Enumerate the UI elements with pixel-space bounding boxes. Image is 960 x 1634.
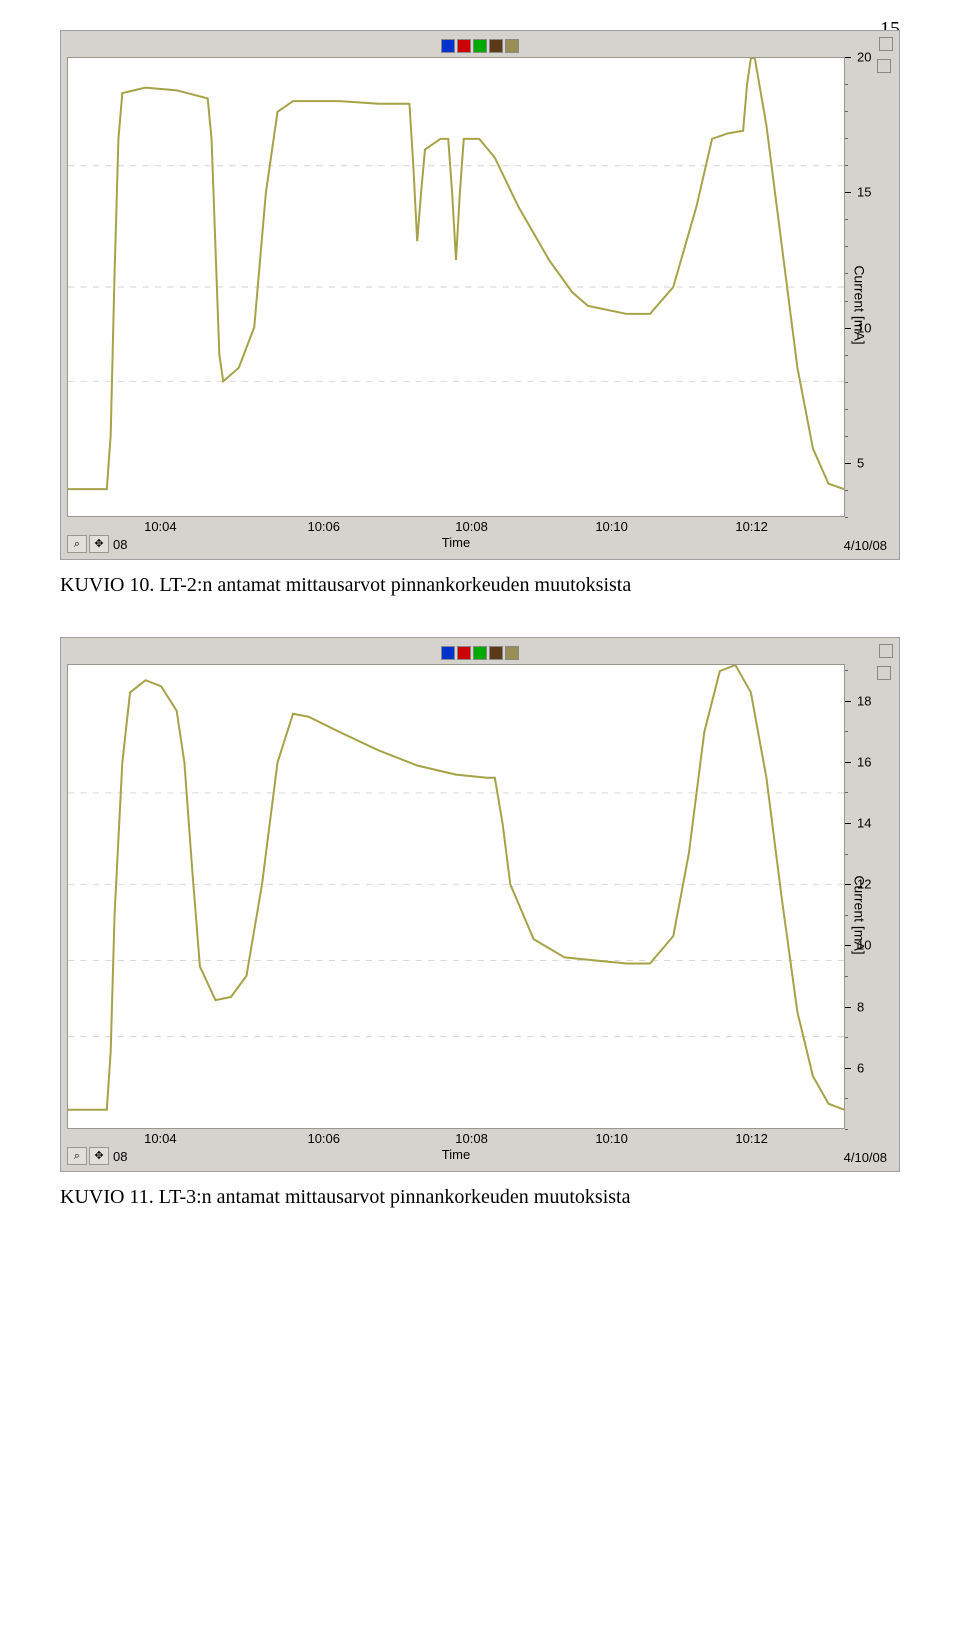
x-tick-label: 10:12 [735, 519, 768, 534]
y-tick-label: 15 [857, 185, 871, 200]
x-tick-label: 10:04 [144, 519, 177, 534]
legend-swatch[interactable] [457, 646, 471, 660]
chart-1-plot-area[interactable] [67, 57, 845, 517]
y-tick-label: 20 [857, 50, 871, 65]
chart-2-x-axis: 10:04 10:06 10:08 10:10 10:12 Time [67, 1129, 845, 1165]
chart-1-svg [68, 58, 844, 516]
chart-1-x-axis: 10:04 10:06 10:08 10:10 10:12 Time [67, 517, 845, 553]
pan-tool-button[interactable]: ✥ [89, 535, 109, 553]
legend-swatch[interactable] [489, 39, 503, 53]
y-axis-title: Current [mA] [851, 265, 867, 344]
legend-swatch[interactable] [473, 39, 487, 53]
legend-swatch[interactable] [441, 39, 455, 53]
y-tick-label: 6 [857, 1060, 864, 1075]
x-tick-label: 10:06 [307, 1131, 340, 1146]
chart-1-date-label: 4/10/08 [844, 538, 887, 553]
legend-swatch[interactable] [441, 646, 455, 660]
zoom-tool-button[interactable]: ⌕ [67, 1147, 87, 1165]
y-tick-label: 16 [857, 754, 871, 769]
chart-2-plot-area[interactable] [67, 664, 845, 1129]
y-tick-label: 18 [857, 693, 871, 708]
x-axis-title: Time [442, 535, 470, 550]
x-tick-label: 10:10 [595, 1131, 628, 1146]
x-axis-left-label: 08 [113, 1149, 127, 1164]
y-tick-label: 8 [857, 999, 864, 1014]
chart-2-date-label: 4/10/08 [844, 1150, 887, 1165]
x-tick-label: 10:10 [595, 519, 628, 534]
legend-swatch[interactable] [473, 646, 487, 660]
x-tick-label: 10:12 [735, 1131, 768, 1146]
chart-options-button[interactable] [879, 37, 893, 51]
legend-swatch[interactable] [505, 39, 519, 53]
x-tick-label: 10:06 [307, 519, 340, 534]
chart-2-container: 10:0410:0610:0810:1010:12Time 6810121416… [60, 637, 900, 1172]
chart-2-legend [67, 644, 893, 664]
chart-options-button[interactable] [879, 644, 893, 658]
x-tick-label: 10:08 [455, 1131, 488, 1146]
legend-swatch[interactable] [505, 646, 519, 660]
chart-2-y-axis: 681012141618Current [mA] [845, 664, 893, 1165]
chart-1-legend [67, 37, 893, 57]
zoom-tool-button[interactable]: ⌕ [67, 535, 87, 553]
chart-2-toolbar: ⌕ ✥ 08 [67, 1147, 127, 1165]
legend-swatch[interactable] [457, 39, 471, 53]
x-axis-left-label: 08 [113, 537, 127, 552]
y-tick-label: 14 [857, 816, 871, 831]
legend-swatch[interactable] [489, 646, 503, 660]
chart-1-toolbar: ⌕ ✥ 08 [67, 535, 127, 553]
y-tick-label: 5 [857, 455, 864, 470]
y-axis-options-button[interactable] [877, 59, 891, 73]
x-tick-label: 10:04 [144, 1131, 177, 1146]
pan-tool-button[interactable]: ✥ [89, 1147, 109, 1165]
chart-2-svg [68, 665, 844, 1128]
y-axis-title: Current [mA] [851, 875, 867, 954]
chart-1-caption: KUVIO 10. LT-2:n antamat mittausarvot pi… [60, 574, 900, 597]
x-tick-label: 10:08 [455, 519, 488, 534]
chart-1-container: 10:04 10:06 10:08 10:10 10:12 Time 5101520Cur… [60, 30, 900, 560]
chart-2-caption: KUVIO 11. LT-3:n antamat mittausarvot pi… [60, 1186, 900, 1209]
y-axis-options-button[interactable] [877, 666, 891, 680]
x-axis-title: Time [442, 1147, 470, 1162]
chart-1-y-axis: 5101520Current [mA] [845, 57, 893, 553]
